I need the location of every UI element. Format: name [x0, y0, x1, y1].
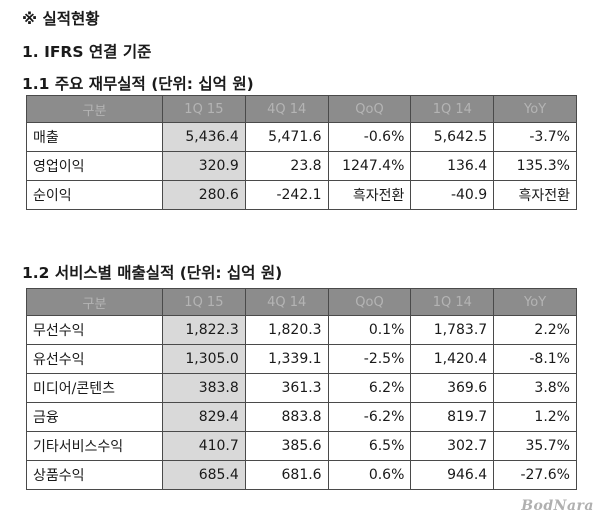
table-cell: 5,642.5 [410, 122, 495, 152]
table-cell: -0.6% [327, 122, 412, 152]
table-row: 미디어/콘텐츠 383.8 361.3 6.2% 369.6 3.8% [26, 373, 577, 403]
column-header: 구분 [26, 95, 163, 123]
table-cell: 136.4 [410, 151, 495, 181]
row-label: 상품수익 [26, 460, 163, 490]
column-header: YoY [493, 288, 577, 316]
table2-title: 1.2 서비스별 매출실적 (단위: 십억 원) [22, 264, 283, 282]
row-label: 무선수익 [26, 315, 163, 345]
column-header: 1Q 15 [162, 288, 246, 316]
table-cell: 383.8 [162, 373, 246, 403]
column-header: 4Q 14 [244, 288, 329, 316]
table-cell: 1247.4% [327, 151, 412, 181]
table-row: 순이익 280.6 -242.1 흑자전환 -40.9 흑자전환 [26, 180, 577, 210]
table-cell: 369.6 [410, 373, 495, 403]
table-cell: -242.1 [244, 180, 329, 210]
column-header: 4Q 14 [244, 95, 329, 123]
table-cell: 5,471.6 [244, 122, 329, 152]
table-cell: 681.6 [244, 460, 329, 490]
table-cell: 6.5% [327, 431, 412, 461]
table-cell: 6.2% [327, 373, 412, 403]
table-cell: 883.8 [244, 402, 329, 432]
table-cell: 흑자전환 [493, 180, 577, 210]
row-label: 금융 [26, 402, 163, 432]
table-cell: 135.3% [493, 151, 577, 181]
table-row: 무선수익 1,822.3 1,820.3 0.1% 1,783.7 2.2% [26, 315, 577, 345]
table-cell: -6.2% [327, 402, 412, 432]
row-label: 기타서비스수익 [26, 431, 163, 461]
table-cell: 1,820.3 [244, 315, 329, 345]
table-row: 상품수익 685.4 681.6 0.6% 946.4 -27.6% [26, 460, 577, 490]
table1-title: 1.1 주요 재무실적 (단위: 십억 원) [22, 75, 254, 93]
table-row: 기타서비스수익 410.7 385.6 6.5% 302.7 35.7% [26, 431, 577, 461]
table-cell: -2.5% [327, 344, 412, 374]
table-row: 유선수익 1,305.0 1,339.1 -2.5% 1,420.4 -8.1% [26, 344, 577, 374]
table-cell: 0.6% [327, 460, 412, 490]
table-cell: -40.9 [410, 180, 495, 210]
table-cell: 1,339.1 [244, 344, 329, 374]
row-label: 영업이익 [26, 151, 163, 181]
table-cell: 819.7 [410, 402, 495, 432]
table-cell: 흑자전환 [327, 180, 412, 210]
table-cell: 1,305.0 [162, 344, 246, 374]
table-cell: 1,783.7 [410, 315, 495, 345]
table-cell: 829.4 [162, 402, 246, 432]
table-cell: 1,420.4 [410, 344, 495, 374]
table-cell: 320.9 [162, 151, 246, 181]
column-header: QoQ [327, 288, 412, 316]
table-cell: -3.7% [493, 122, 577, 152]
table-cell: 410.7 [162, 431, 246, 461]
column-header: YoY [493, 95, 577, 123]
table-cell: 23.8 [244, 151, 329, 181]
table-cell: -27.6% [493, 460, 577, 490]
column-header: 1Q 14 [410, 288, 495, 316]
row-label: 순이익 [26, 180, 163, 210]
table-cell: 5,436.4 [162, 122, 246, 152]
table-cell: 385.6 [244, 431, 329, 461]
table-cell: 946.4 [410, 460, 495, 490]
table-cell: 1,822.3 [162, 315, 246, 345]
table-row: 매출 5,436.4 5,471.6 -0.6% 5,642.5 -3.7% [26, 122, 577, 152]
table-row: 금융 829.4 883.8 -6.2% 819.7 1.2% [26, 402, 577, 432]
table-cell: 685.4 [162, 460, 246, 490]
table-cell: 302.7 [410, 431, 495, 461]
column-header: 1Q 15 [162, 95, 246, 123]
table-cell: 0.1% [327, 315, 412, 345]
table-cell: 361.3 [244, 373, 329, 403]
table-cell: 3.8% [493, 373, 577, 403]
table-row: 영업이익 320.9 23.8 1247.4% 136.4 135.3% [26, 151, 577, 181]
section-title: ※ 실적현황 [22, 10, 100, 28]
row-label: 유선수익 [26, 344, 163, 374]
row-label: 미디어/콘텐츠 [26, 373, 163, 403]
row-label: 매출 [26, 122, 163, 152]
column-header: 구분 [26, 288, 163, 316]
table-cell: -8.1% [493, 344, 577, 374]
table-cell: 280.6 [162, 180, 246, 210]
table-header-row: 구분 1Q 15 4Q 14 QoQ 1Q 14 YoY [26, 95, 577, 123]
table-cell: 2.2% [493, 315, 577, 345]
table-cell: 35.7% [493, 431, 577, 461]
service-revenue-table: 구분 1Q 15 4Q 14 QoQ 1Q 14 YoY 무선수익 1,822.3 1,820… [26, 288, 577, 490]
subsection-title: 1. IFRS 연결 기준 [22, 43, 152, 61]
column-header: 1Q 14 [410, 95, 495, 123]
watermark-logo: BodNara [521, 498, 594, 514]
table-cell: 1.2% [493, 402, 577, 432]
financial-results-table: 구분 1Q 15 4Q 14 QoQ 1Q 14 YoY 매출 5,436.4 5,471.6… [26, 95, 577, 210]
table-header-row: 구분 1Q 15 4Q 14 QoQ 1Q 14 YoY [26, 288, 577, 316]
column-header: QoQ [327, 95, 412, 123]
